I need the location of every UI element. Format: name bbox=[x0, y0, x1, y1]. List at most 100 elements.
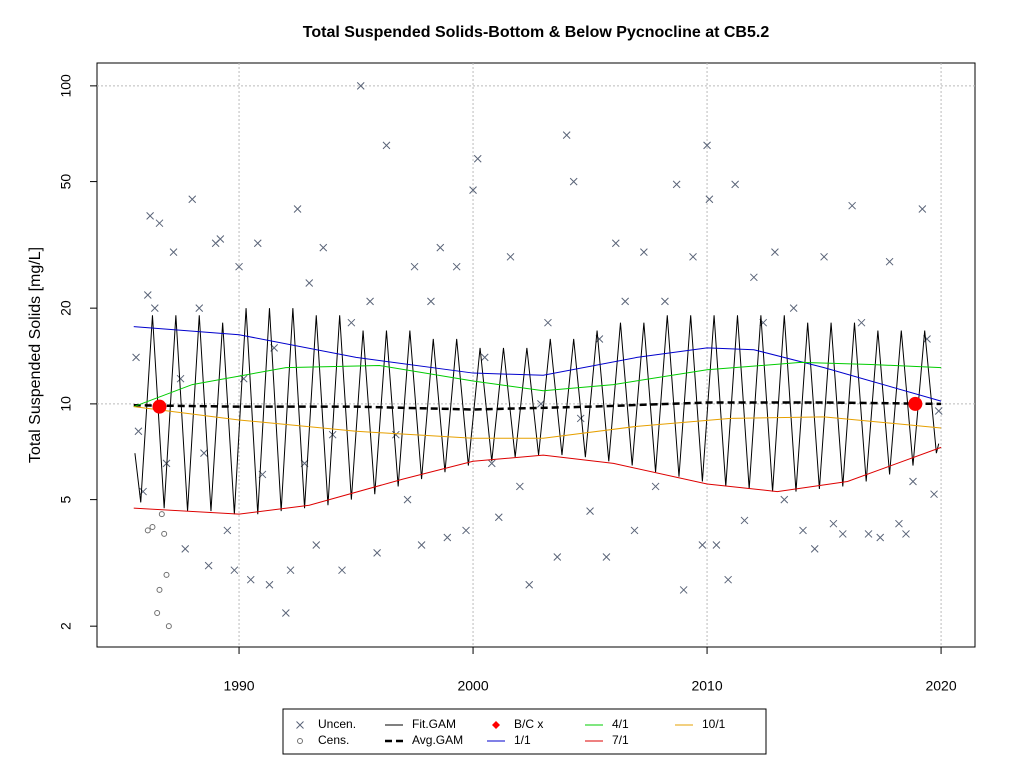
y-tick-label: 100 bbox=[58, 74, 74, 98]
point bbox=[602, 553, 611, 561]
point bbox=[651, 482, 660, 491]
x-tick-label: 2020 bbox=[925, 678, 956, 694]
point bbox=[293, 205, 302, 213]
point bbox=[152, 399, 167, 414]
point bbox=[132, 353, 140, 362]
legend-item: B/C x bbox=[492, 717, 543, 731]
legend-label: B/C x bbox=[514, 717, 543, 731]
legend-item: Avg.GAM bbox=[385, 733, 463, 747]
point bbox=[750, 273, 758, 282]
point bbox=[176, 374, 185, 383]
point bbox=[705, 195, 714, 204]
point bbox=[672, 180, 681, 189]
point bbox=[462, 526, 470, 535]
point bbox=[480, 353, 489, 362]
point bbox=[427, 297, 435, 306]
point bbox=[848, 201, 856, 210]
point bbox=[731, 180, 739, 189]
point bbox=[143, 291, 152, 299]
point bbox=[829, 519, 838, 528]
y-tick-label: 10 bbox=[58, 396, 74, 412]
point bbox=[820, 252, 828, 261]
point bbox=[281, 609, 290, 617]
point bbox=[838, 530, 847, 538]
series-line bbox=[133, 401, 942, 411]
point bbox=[410, 262, 419, 271]
point bbox=[494, 513, 503, 522]
point bbox=[864, 530, 873, 538]
point bbox=[154, 610, 161, 617]
series-line bbox=[134, 308, 940, 515]
legend-item: Cens. bbox=[297, 733, 349, 747]
point bbox=[373, 549, 381, 557]
legend-label: Fit.GAM bbox=[412, 717, 456, 731]
point bbox=[230, 566, 239, 575]
point bbox=[930, 490, 938, 499]
point bbox=[740, 516, 749, 525]
legend-symbol bbox=[296, 721, 304, 729]
point bbox=[452, 262, 461, 271]
point bbox=[689, 252, 697, 261]
point bbox=[239, 374, 248, 383]
point bbox=[473, 154, 482, 163]
series-line bbox=[133, 326, 942, 402]
legend-item: 4/1 bbox=[585, 717, 629, 731]
legend-item: 1/1 bbox=[487, 733, 531, 747]
legend-label: 7/1 bbox=[612, 733, 629, 747]
legend-item: Uncen. bbox=[296, 717, 356, 731]
point bbox=[908, 396, 923, 411]
point bbox=[487, 459, 496, 468]
point bbox=[712, 541, 721, 549]
series-line bbox=[133, 406, 942, 439]
point bbox=[253, 239, 262, 248]
point bbox=[799, 526, 807, 535]
y-tick-label: 2 bbox=[58, 622, 74, 630]
point bbox=[216, 235, 225, 243]
point bbox=[200, 449, 208, 457]
point bbox=[338, 566, 346, 575]
point bbox=[150, 304, 159, 313]
point bbox=[158, 511, 165, 518]
legend-symbol bbox=[492, 721, 500, 729]
point bbox=[165, 623, 172, 630]
point bbox=[857, 318, 866, 327]
series-line bbox=[133, 361, 942, 408]
point bbox=[223, 526, 232, 535]
y-tick-label: 50 bbox=[58, 174, 74, 190]
point bbox=[576, 414, 585, 423]
point bbox=[305, 279, 314, 287]
point bbox=[188, 195, 197, 204]
point bbox=[885, 257, 894, 266]
point bbox=[161, 530, 168, 537]
y-tick-label: 5 bbox=[58, 496, 74, 504]
point bbox=[265, 580, 274, 589]
point bbox=[553, 553, 562, 561]
point bbox=[319, 243, 328, 252]
y-tick-label: 20 bbox=[58, 300, 74, 316]
point bbox=[562, 131, 571, 139]
point bbox=[347, 318, 356, 327]
point bbox=[621, 297, 630, 306]
point bbox=[181, 545, 190, 553]
legend-item: Fit.GAM bbox=[385, 717, 456, 731]
point bbox=[169, 248, 178, 257]
point bbox=[569, 177, 578, 186]
legend-label: 1/1 bbox=[514, 733, 531, 747]
y-axis-label: Total Suspended Solids [mg/L] bbox=[27, 247, 44, 463]
series-line bbox=[133, 446, 942, 515]
point bbox=[909, 477, 917, 486]
legend-label: 4/1 bbox=[612, 717, 629, 731]
point bbox=[391, 430, 400, 439]
x-tick-label: 2010 bbox=[691, 678, 722, 694]
point bbox=[155, 219, 164, 228]
point bbox=[139, 487, 147, 496]
point bbox=[918, 205, 927, 213]
point bbox=[195, 304, 204, 313]
point bbox=[679, 586, 688, 594]
point bbox=[403, 495, 412, 504]
point bbox=[934, 407, 943, 415]
legend-symbol bbox=[297, 738, 303, 744]
point bbox=[895, 519, 903, 528]
point bbox=[506, 252, 515, 261]
point bbox=[443, 533, 452, 542]
